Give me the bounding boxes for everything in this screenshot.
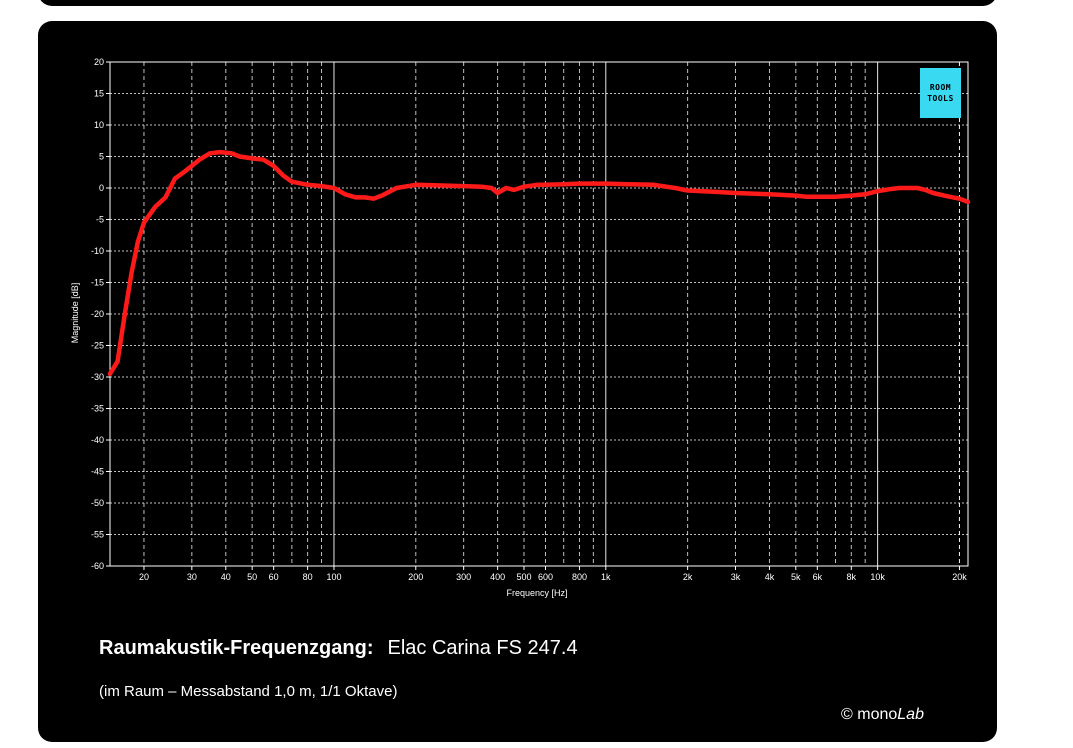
plot-frame xyxy=(109,61,969,567)
y-tick-label: -40 xyxy=(91,435,104,445)
y-tick-label: -55 xyxy=(91,530,104,540)
y-tick-label: 20 xyxy=(94,57,104,67)
x-tick-label: 600 xyxy=(538,572,553,582)
x-tick-label: 5k xyxy=(791,572,801,582)
logo-line-1: ROOM xyxy=(929,83,952,92)
y-tick-label: -35 xyxy=(91,404,104,414)
top-panel xyxy=(38,0,997,6)
x-tick-label: 800 xyxy=(572,572,587,582)
y-tick-label: -50 xyxy=(91,498,104,508)
y-tick-label: 15 xyxy=(94,89,104,99)
x-tick-label: 20k xyxy=(952,572,967,582)
x-axis-label: Frequency [Hz] xyxy=(506,588,567,598)
y-tick-label: -30 xyxy=(91,372,104,382)
y-tick-label: 10 xyxy=(94,120,104,130)
x-tick-label: 100 xyxy=(326,572,341,582)
logo-line-2: TOOLS xyxy=(927,94,954,103)
y-tick-label: -5 xyxy=(96,215,104,225)
x-tick-label: 80 xyxy=(303,572,313,582)
caption-subtitle: (im Raum – Messabstand 1,0 m, 1/1 Oktave… xyxy=(99,683,398,700)
y-tick-label: -15 xyxy=(91,278,104,288)
copyright-brand: Lab xyxy=(897,706,924,723)
x-tick-label: 20 xyxy=(139,572,149,582)
y-tick-label: -25 xyxy=(91,341,104,351)
caption-title-label: Raumakustik-Frequenzgang: xyxy=(99,637,374,659)
y-tick-label: -60 xyxy=(91,561,104,571)
y-tick-label: 5 xyxy=(99,152,104,162)
x-tick-label: 8k xyxy=(847,572,857,582)
y-tick-label: -45 xyxy=(91,467,104,477)
x-tick-label: 300 xyxy=(456,572,471,582)
x-tick-label: 30 xyxy=(187,572,197,582)
x-tick-label: 2k xyxy=(683,572,693,582)
frequency-response-line xyxy=(107,149,971,377)
y-axis-label: Magnitude [dB] xyxy=(70,283,80,344)
copyright-prefix: © mono xyxy=(841,706,898,723)
y-tick-label: -10 xyxy=(91,246,104,256)
x-tick-label: 3k xyxy=(731,572,741,582)
x-tick-label: 10k xyxy=(870,572,885,582)
room-tools-logo: ROOM TOOLS xyxy=(920,68,961,118)
x-tick-label: 400 xyxy=(490,572,505,582)
x-tick-label: 4k xyxy=(765,572,775,582)
x-tick-label: 1k xyxy=(601,572,611,582)
y-tick-label: -20 xyxy=(91,309,104,319)
x-tick-label: 200 xyxy=(408,572,423,582)
x-tick-label: 60 xyxy=(269,572,279,582)
x-tick-label: 50 xyxy=(247,572,257,582)
x-tick-label: 40 xyxy=(221,572,231,582)
caption-title: Raumakustik-Frequenzgang: Elac Carina FS … xyxy=(99,637,578,660)
chart-card xyxy=(38,21,997,742)
x-tick-label: 6k xyxy=(813,572,823,582)
copyright-notice: © monoLab xyxy=(841,706,924,724)
x-tick-label: 500 xyxy=(516,572,531,582)
caption-model-name: Elac Carina FS 247.4 xyxy=(387,637,578,659)
y-tick-label: 0 xyxy=(99,183,104,193)
